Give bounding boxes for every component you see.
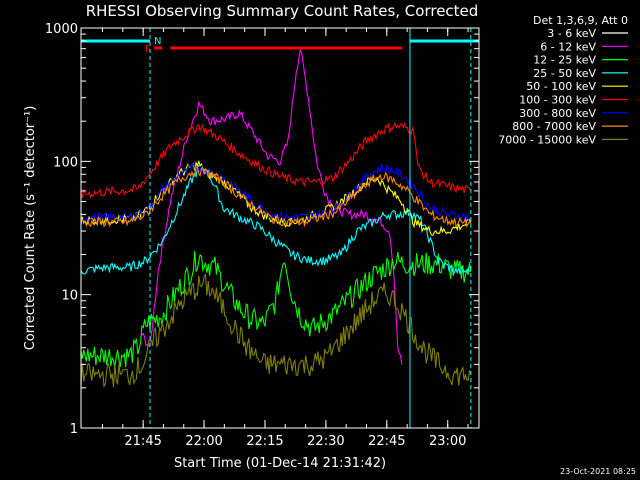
x-tick-label-5: 23:00: [429, 434, 466, 449]
timestamp: 23-Oct-2021 08:25: [560, 467, 636, 476]
legend-label-6: 300 - 800 keV: [519, 107, 596, 120]
chart-title: RHESSI Observing Summary Count Rates, Co…: [86, 2, 479, 20]
legend-header: Det 1,3,6,9, Att 0: [533, 14, 628, 27]
series-line-8: [80, 272, 472, 388]
axes: 21:45 22:00 22:15 22:30 22:45 23:00 1 10 100 1000: [45, 22, 479, 449]
legend-label-3: 25 - 50 keV: [533, 67, 596, 80]
legend-label-0: 3 - 6 keV: [547, 27, 596, 40]
y-tick-label-0: 1: [70, 422, 78, 437]
x-tick-label-2: 22:15: [246, 434, 283, 449]
y-tick-label-1: 10: [61, 289, 78, 304]
y-tick-label-3: 1000: [45, 22, 78, 37]
legend-label-2: 12 - 25 keV: [533, 54, 596, 67]
series-line-7: [80, 165, 472, 228]
legend-label-7: 800 - 7000 keV: [512, 120, 596, 133]
night-flag-label: N: [154, 36, 161, 47]
plot-frame: [80, 27, 480, 429]
x-tick-label-3: 22:30: [307, 434, 344, 449]
x-axis-label: Start Time (01-Dec-14 21:31:42): [174, 456, 386, 471]
series-line-4: [80, 159, 472, 236]
x-tick-label-4: 22:45: [368, 434, 405, 449]
flare-flag-label: F: [145, 44, 151, 55]
series-line-1: [141, 48, 403, 365]
series-lines: [80, 48, 472, 429]
y-tick-label-2: 100: [53, 155, 78, 170]
series-line-2: [80, 250, 472, 368]
x-tick-label-0: 21:45: [124, 434, 161, 449]
x-tick-label-1: 22:00: [185, 434, 222, 449]
y-axis-label: Corrected Count Rate (s⁻¹ detector⁻¹): [23, 106, 38, 351]
legend-label-5: 100 - 300 keV: [519, 94, 596, 107]
legend-label-1: 6 - 12 keV: [540, 40, 596, 53]
legend-label-8: 7000 - 15000 keV: [498, 133, 596, 146]
series-line-3: [80, 163, 471, 275]
legend-label-4: 50 - 100 keV: [526, 80, 596, 93]
series-line-5: [80, 121, 472, 199]
flag-annotations: NF: [81, 28, 479, 428]
series-line-6: [80, 163, 472, 224]
